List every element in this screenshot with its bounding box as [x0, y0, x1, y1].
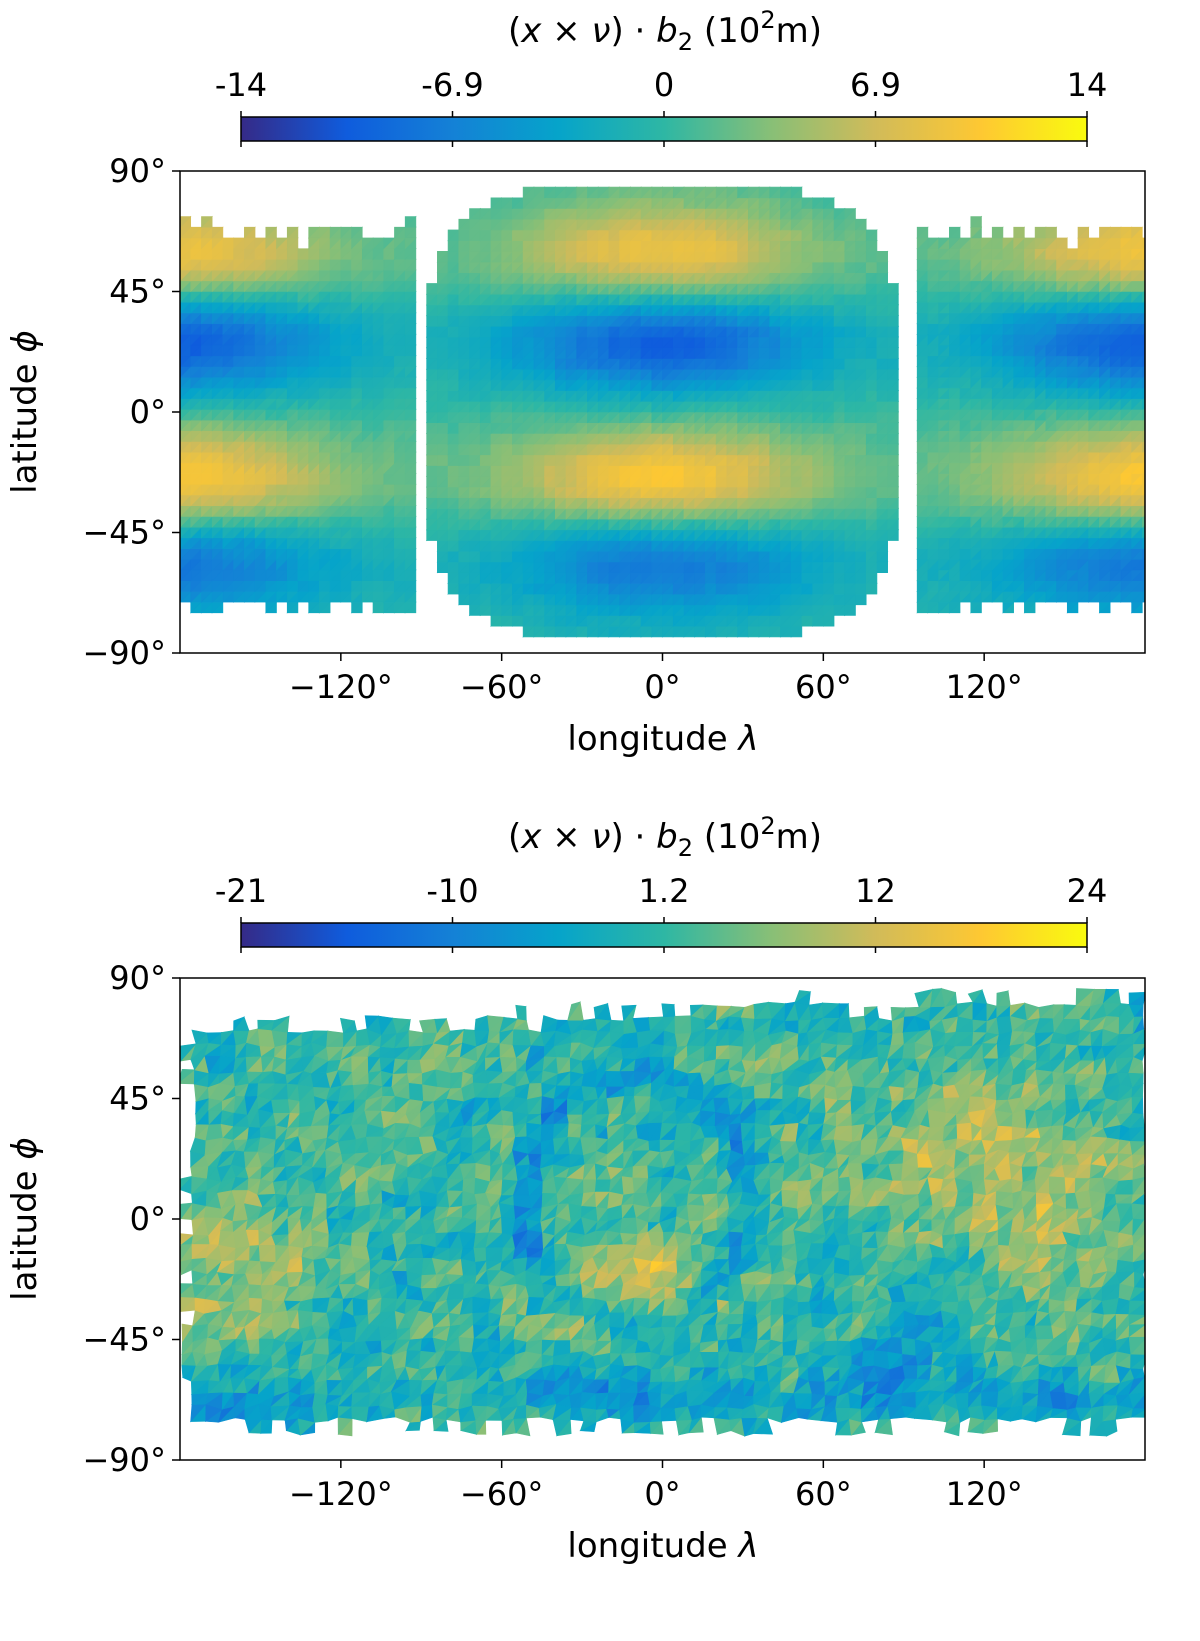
mesh-facet — [565, 186, 578, 199]
mesh-facet — [394, 226, 406, 239]
mesh-facet — [479, 208, 492, 220]
colorbar-tick-label: -14 — [215, 66, 267, 104]
mesh-facet — [211, 226, 224, 239]
mesh-facet — [297, 248, 310, 261]
mesh-facet — [233, 237, 246, 250]
mesh-facet — [201, 216, 213, 228]
mesh-facet — [276, 237, 288, 250]
mesh-facet — [469, 208, 481, 220]
colorbar-tick-label: 14 — [1067, 66, 1108, 104]
colorbar-tick-label: -6.9 — [421, 66, 483, 104]
mesh-facet — [286, 226, 299, 239]
mesh-facet — [308, 226, 321, 239]
mesh-facet — [490, 197, 503, 210]
mesh-facet — [254, 237, 267, 250]
mesh-facet — [597, 186, 610, 199]
mesh-facet — [265, 226, 278, 239]
mesh-facet — [319, 226, 331, 239]
colorbar-tick-label: 0 — [654, 66, 674, 104]
colorbar — [240, 116, 1088, 142]
mesh-facet — [554, 186, 567, 199]
mesh-facet — [329, 226, 342, 239]
mesh-facet — [522, 186, 535, 199]
map-area — [180, 186, 1145, 638]
mesh-facet — [244, 226, 256, 239]
mesh-facet — [576, 186, 589, 199]
mesh-facet — [190, 226, 203, 239]
colorbar-title: (x × ν) · b2 (102m) — [508, 6, 822, 56]
top-panel: (x × ν) · b2 (102m) -14 -6.9 0 6.9 14 90°45°… — [5, 6, 1146, 759]
mesh-facet — [501, 197, 514, 210]
mesh-facet — [383, 237, 396, 250]
mesh-facet — [361, 237, 374, 250]
mesh-facet — [544, 186, 557, 199]
mesh-facet — [447, 229, 460, 242]
colorbar-tick-label: 6.9 — [850, 66, 901, 104]
mesh-facet — [404, 216, 417, 228]
mesh-facet — [587, 186, 599, 199]
mesh-facet — [222, 237, 235, 250]
mesh-facet — [351, 226, 364, 239]
mesh-facet — [533, 186, 546, 199]
colorbar-ticks: -14 -6.9 0 6.9 14 — [215, 66, 1107, 147]
mesh-facet — [608, 186, 621, 199]
mesh-facet — [458, 218, 471, 231]
mesh-facet — [437, 251, 449, 263]
mesh-facet — [180, 216, 192, 228]
mesh-facet — [372, 237, 385, 250]
mesh-facet — [340, 226, 353, 239]
mesh-facet — [512, 197, 524, 210]
mesh-facet — [426, 283, 439, 295]
